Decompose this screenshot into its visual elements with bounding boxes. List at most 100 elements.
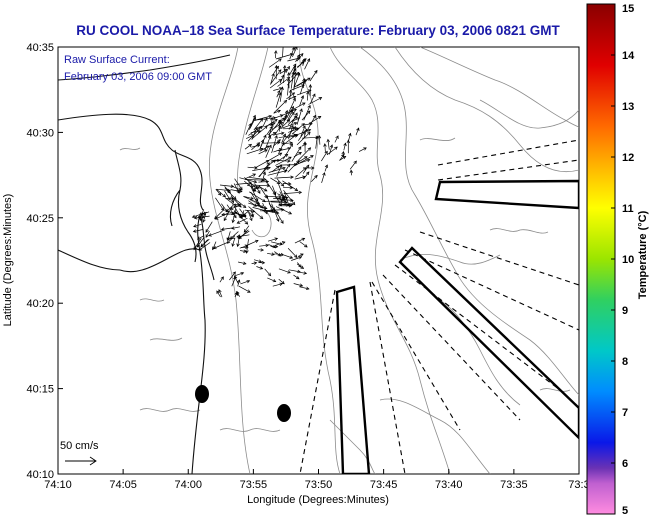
current-vector [277,193,286,198]
current-vector [276,178,284,187]
current-vector [247,166,258,169]
current-vector-head [302,77,306,82]
current-vector-head [202,211,206,215]
current-vector-head [318,97,323,101]
current-vector-head [287,163,291,168]
buoy-marker [195,385,209,403]
current-vector-head [274,64,279,69]
current-vector-head [272,122,276,126]
current-vector-head [205,229,209,233]
current-vector-head [287,146,292,151]
current-vector-head [291,111,295,116]
current-vector [218,289,223,298]
current-vector-head [243,249,247,253]
current-vector [200,239,208,248]
current-vector-head [303,141,307,145]
current-vector [271,203,280,222]
current-vector-head [252,114,256,119]
current-vector-head [247,289,251,293]
current-vector-head [263,134,267,139]
current-vector [236,234,250,238]
current-vector-head [301,61,305,65]
current-vector [246,148,263,155]
current-vector-head [237,202,241,207]
current-vector-head [238,204,242,208]
current-vector [282,142,293,145]
current-vector-head [202,219,206,223]
current-vector-head [263,188,268,192]
x-axis-label: Longitude (Degrees:Minutes) [247,494,389,506]
current-vector [291,256,302,261]
current-vector-head [279,114,284,118]
current-vector-head [248,143,252,148]
current-vector-head [284,109,289,114]
current-vector-head [274,134,278,139]
current-vector [205,230,210,238]
current-vector-head [276,180,281,185]
current-vector [283,191,302,194]
current-vector [283,110,288,121]
x-tick-label: 73:40 [435,479,463,491]
current-vector [278,268,291,274]
current-vector-head [236,243,240,248]
current-vector-head [299,108,303,112]
current-vector [224,190,231,201]
current-vector [239,245,248,249]
current-vector [282,180,298,191]
current-vector-head [298,152,302,156]
current-vector [334,135,339,143]
current-vector [273,148,283,153]
current-vector-head [312,93,316,98]
current-vector [270,241,283,245]
current-vector [262,202,268,214]
current-vector [329,144,333,155]
current-vector-head [193,224,197,228]
current-vector [278,147,291,152]
current-vector-head [290,198,294,202]
current-vector-head [265,179,270,184]
current-vector [289,90,292,100]
current-vector [194,215,210,219]
current-vector [233,205,242,219]
current-vector [253,118,263,131]
colorbar-tick-label: 8 [622,356,628,368]
colorbar-tick-label: 10 [622,254,634,266]
buoy-marker [277,404,291,422]
current-vector-head [294,112,298,117]
current-vector-head [298,190,303,195]
y-tick-label: 40:15 [26,384,54,396]
current-vector-head [276,165,280,170]
y-tick-label: 40:30 [26,127,54,139]
current-vector [321,151,328,162]
colorbar-ticks: 15 14 13 12 11 10 9 8 7 6 5 [611,3,635,517]
current-vector [259,244,269,247]
current-vector [232,237,236,247]
current-vector [231,276,237,287]
current-vector [275,92,281,108]
current-vector [302,164,310,174]
current-vector [264,135,271,151]
current-vector-head [301,237,306,241]
current-vector-head [267,135,272,140]
current-vector [241,211,249,217]
current-vector-head [302,102,306,106]
current-vector [243,225,250,233]
current-vector [225,197,237,207]
current-vector [247,184,260,189]
current-vector [285,135,298,139]
current-vector-head [271,72,275,77]
current-vector-head [300,95,305,99]
current-vector [259,139,264,150]
current-vector [233,272,244,277]
current-vector-head [308,84,313,88]
current-vector-head [329,144,334,148]
current-vector-head [293,63,297,68]
current-vector [202,211,210,215]
current-vector-head [307,128,312,133]
current-vector [248,200,257,207]
current-vector [248,176,267,181]
current-vector [285,66,290,74]
current-vector [293,72,296,91]
current-vector [297,253,304,257]
current-vector [213,241,228,249]
